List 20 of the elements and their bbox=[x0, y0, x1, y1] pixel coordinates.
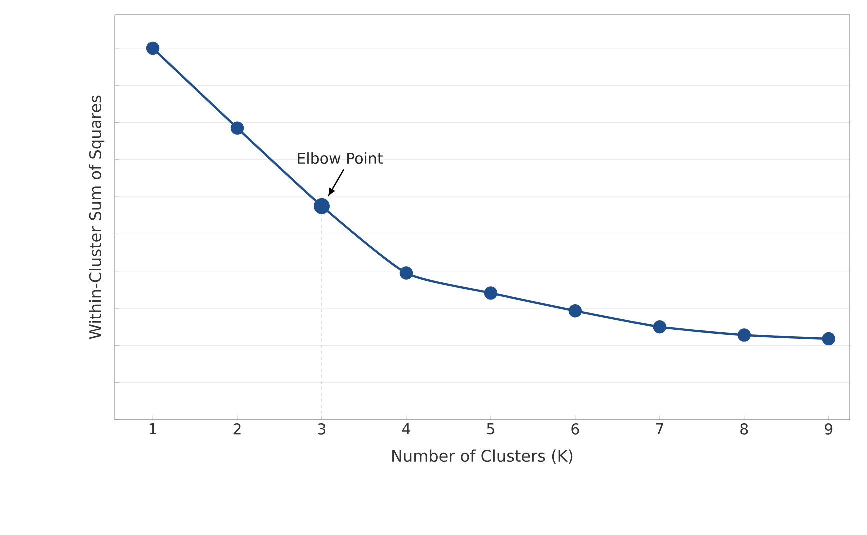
point bbox=[146, 42, 160, 56]
x-tick-label: 6 bbox=[572, 424, 580, 435]
x-tick-label: 9 bbox=[825, 424, 833, 435]
x-tick-label: 5 bbox=[487, 424, 494, 435]
point bbox=[484, 286, 498, 300]
y-axis-title: Within-Cluster Sum of Squares bbox=[89, 96, 105, 340]
x-tick-label: 3 bbox=[318, 424, 326, 435]
point bbox=[400, 266, 414, 280]
x-tick-label: 8 bbox=[740, 424, 748, 435]
point bbox=[568, 304, 582, 318]
point bbox=[822, 332, 836, 346]
point bbox=[738, 328, 751, 342]
annotation: Elbow Point bbox=[298, 152, 383, 164]
point bbox=[230, 122, 244, 135]
x-axis-title: Number of Clusters (K) bbox=[392, 450, 573, 464]
x-tick-label: 1 bbox=[150, 424, 156, 434]
x-tick-label: 7 bbox=[656, 424, 664, 434]
x-tick-label: 4 bbox=[402, 424, 410, 434]
point bbox=[653, 320, 667, 334]
x-tick-label: 2 bbox=[234, 424, 241, 435]
